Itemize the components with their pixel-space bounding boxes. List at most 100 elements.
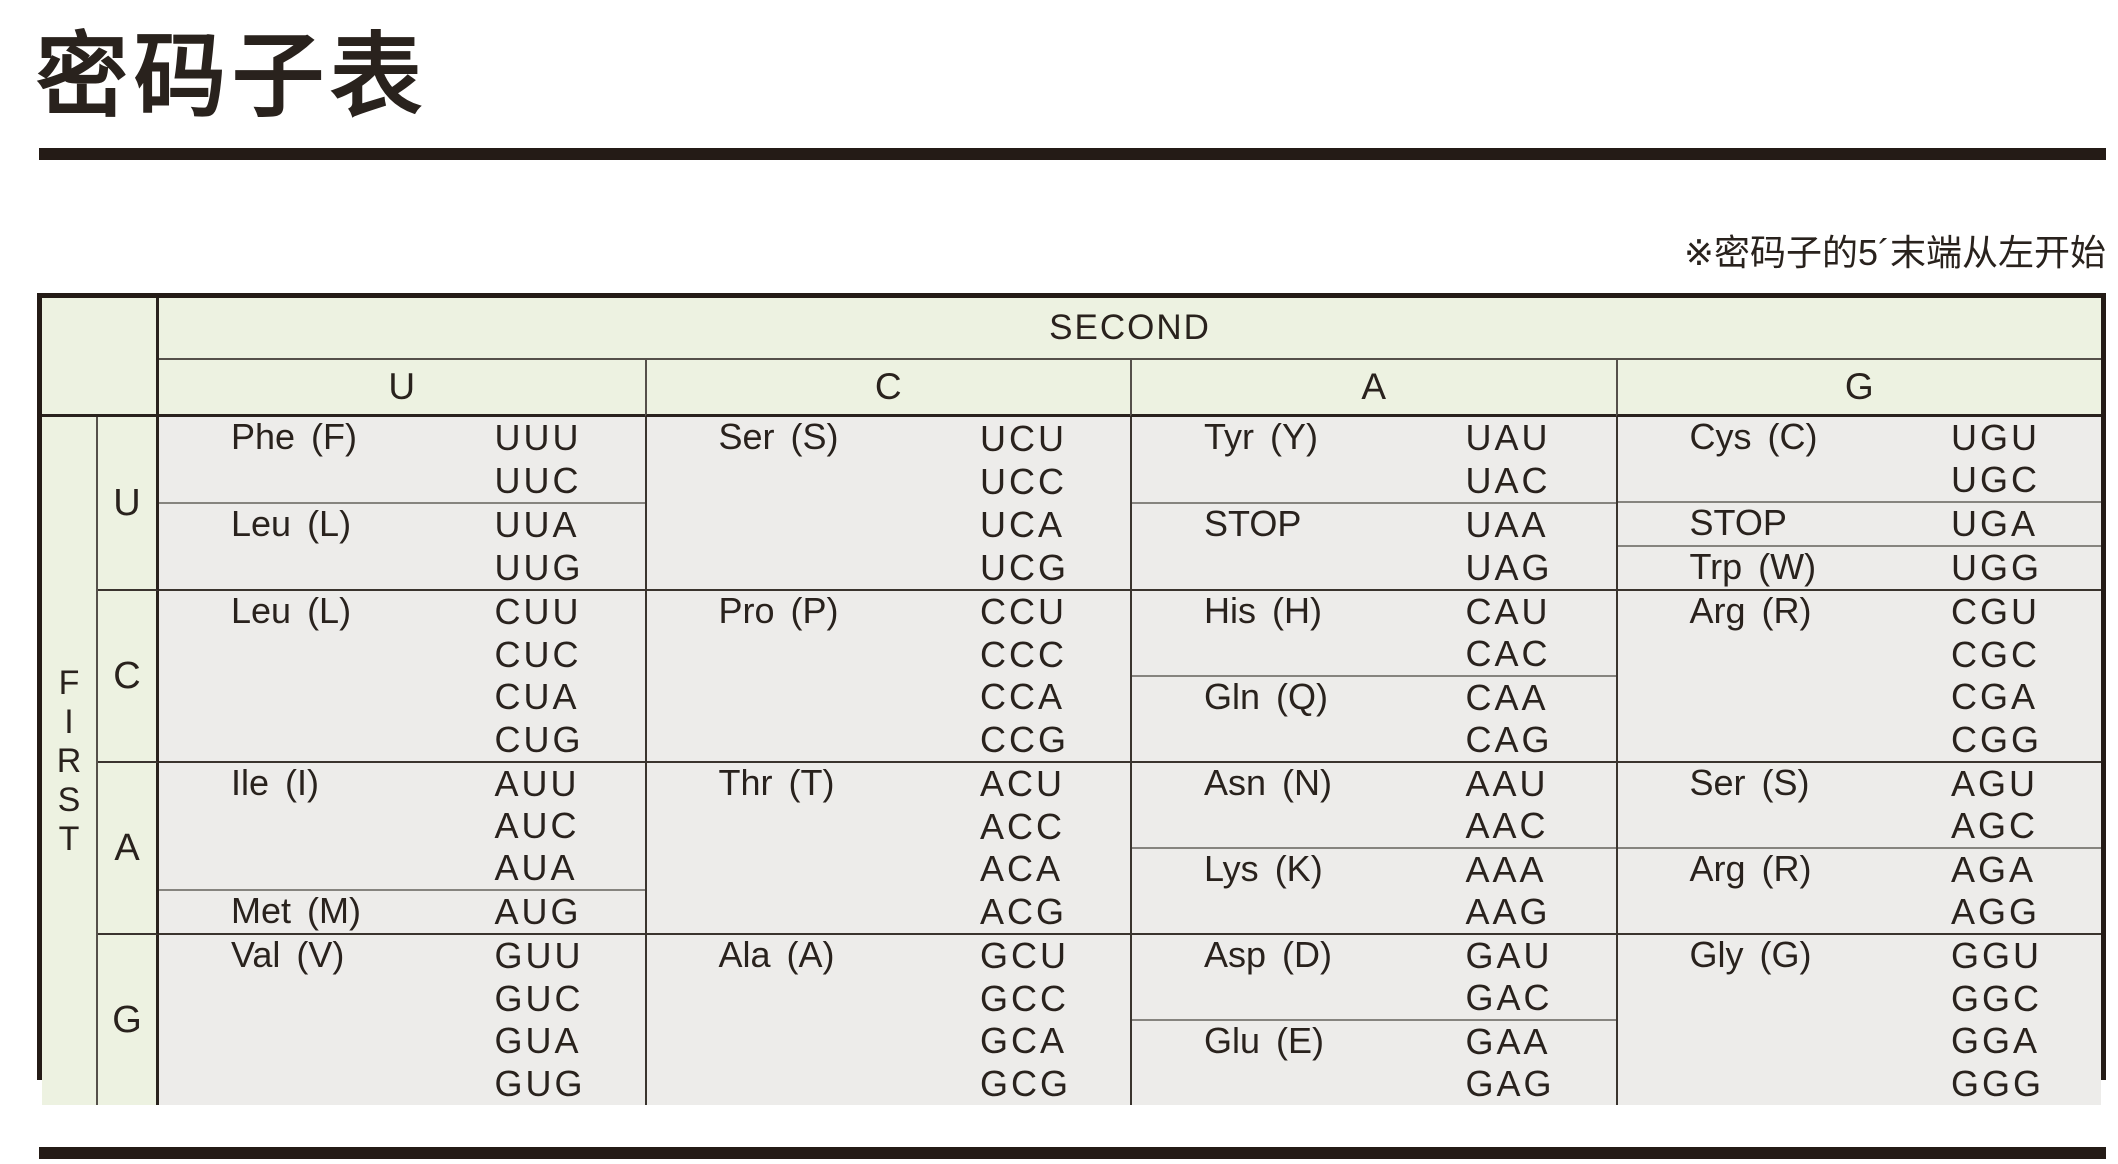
codon: AGU [1951,763,2039,804]
codon: GCU [980,935,1069,977]
first-axis-label: FIRST [56,663,82,858]
amino-acid-label: Arg (R) [1689,848,1812,889]
amino-acid-label: Leu (L) [231,590,352,631]
codon: UUG [494,546,584,588]
cell-UA: Tyr (Y) UAU UAC STOP UAA UAG [1130,417,1616,591]
codon-group: Gly (G) GGU GGC GGA GGG [1618,935,2102,1105]
codon: GUG [494,1062,586,1104]
cell-UG: Cys (C) UGU UGC STOP UGA Trp (W) UGG [1615,417,2102,591]
amino-acid-label: Pro (P) [718,590,839,631]
amino-acid-label: Cys (C) [1689,416,1818,457]
codon: UUC [494,459,582,501]
codon-group: Cys (C) UGU UGC [1618,417,2102,501]
codon-group: Val (V) GUU GUC GUA GUG [159,935,645,1105]
codon: CCA [980,676,1066,718]
codon: GCA [980,1020,1068,1062]
codon-list: GAA GAG [1466,1021,1616,1105]
cell-CU: Leu (L) CUU CUC CUA CUG [159,591,645,763]
codon: CUG [494,718,584,760]
codon: CGC [1951,633,2040,675]
amino-acid-label: Gly (G) [1689,934,1812,975]
codon: AUG [494,891,582,932]
codon-list: UGG [1951,547,2101,589]
codon: AUC [494,805,580,846]
cell-AG: Ser (S) AGU AGC Arg (R) AGA AGG [1615,763,2102,935]
codon: UAU [1465,417,1551,459]
amino-acid-label: STOP [1689,502,1787,543]
codon-list: GUU GUC GUA GUG [495,935,645,1105]
amino-acid-label: His (H) [1204,590,1322,631]
codon-list: AAU AAC [1466,763,1616,847]
codon: CUU [494,591,582,633]
cell-CA: His (H) CAU CAC Gln (Q) CAA CAG [1130,591,1616,763]
codon: GUC [494,977,584,1019]
codon: AAU [1465,763,1549,804]
codon-list: UGA [1951,503,2101,545]
codon: AUA [494,847,578,888]
codon: UGC [1951,459,2040,500]
codon-group: Gln (Q) CAA CAG [1132,675,1616,761]
codon-list: UUA UUG [495,504,645,589]
cell-UC: Ser (S) UCU UCC UCA UCG [644,416,1130,591]
amino-acid-label: Gln (Q) [1204,676,1329,717]
codon: CAG [1465,719,1553,760]
codon-group: Glu (E) GAA GAG [1132,1019,1616,1105]
codon-list: AUU AUC AUA [495,763,645,889]
codon: AUU [494,763,580,804]
codon-group: Tyr (Y) UAU UAC [1132,417,1616,502]
codon-list: CGU CGC CGA CGG [1951,591,2101,761]
amino-acid-label: Lys (K) [1204,848,1323,889]
codon: CGA [1951,676,2039,718]
codon-group: Arg (R) AGA AGG [1617,847,2101,933]
codon-group: Ser (S) AGU AGC [1618,763,2102,847]
codon: AGA [1951,849,2037,890]
corner-cell [42,298,159,417]
codon-list: GCU GCC GCA GCG [980,935,1130,1105]
codon-group: Phe (F) UUU UUC [159,417,645,502]
cell-AA: Asn (N) AAU AAC Lys (K) AAA AAG [1130,763,1616,935]
amino-acid-label: Asp (D) [1204,934,1333,975]
codon-group: Ala (A) GCU GCC GCA GCG [647,935,1131,1105]
amino-acid-label: STOP [1204,503,1302,544]
amino-acid-label: Met (M) [231,890,361,931]
codon-group: Asp (D) GAU GAC [1132,935,1616,1019]
codon: UAA [1465,504,1549,546]
codon: CGG [1951,718,2043,760]
codon-list: GGU GGC GGA GGG [1951,935,2101,1105]
codon-group: Lys (K) AAA AAG [1132,847,1616,933]
cell-AC: Thr (T) ACU ACC ACA ACG [644,763,1130,935]
first-base-g: G [98,935,159,1105]
codon: UGG [1951,547,2043,588]
first-base-c: C [98,591,159,763]
codon: ACA [980,848,1064,890]
amino-acid-label: Arg (R) [1689,590,1812,631]
footnote-5prime: ※密码子的5´末端从左开始 [1683,232,2106,273]
codon-list: UUU UUC [495,417,645,502]
amino-acid-label: Phe (F) [231,416,358,457]
codon-list: CUU CUC CUA CUG [495,591,645,761]
cell-AU: Ile (I) AUU AUC AUA Met (M) AUG [159,763,645,935]
codon-list: GAU GAC [1466,935,1616,1019]
second-axis-label: SECOND [159,298,2101,360]
codon: GAG [1465,1063,1555,1104]
codon: CCC [980,633,1067,675]
codon: UAC [1465,459,1551,501]
amino-acid-label: Ser (S) [718,416,839,457]
amino-acid-label: Leu (L) [231,503,352,544]
codon: GGA [1951,1020,2041,1062]
codon-group: Pro (P) CCU CCC CCA CCG [647,591,1131,761]
codon: CUC [494,633,582,675]
codon: AGG [1951,891,2041,932]
codon-list: AGU AGC [1951,763,2101,847]
second-base-u: U [159,360,645,417]
codon-list: CAA CAG [1466,677,1616,761]
codon: UCA [980,503,1066,545]
codon: CAA [1465,677,1549,718]
bottom-rule [39,1147,2106,1159]
cell-GC: Ala (A) GCU GCC GCA GCG [644,935,1131,1105]
title-rule [39,148,2106,160]
codon: UCC [980,460,1067,502]
codon: GAA [1465,1021,1551,1062]
amino-acid-label: Trp (W) [1689,546,1817,587]
codon: AAG [1465,891,1551,932]
